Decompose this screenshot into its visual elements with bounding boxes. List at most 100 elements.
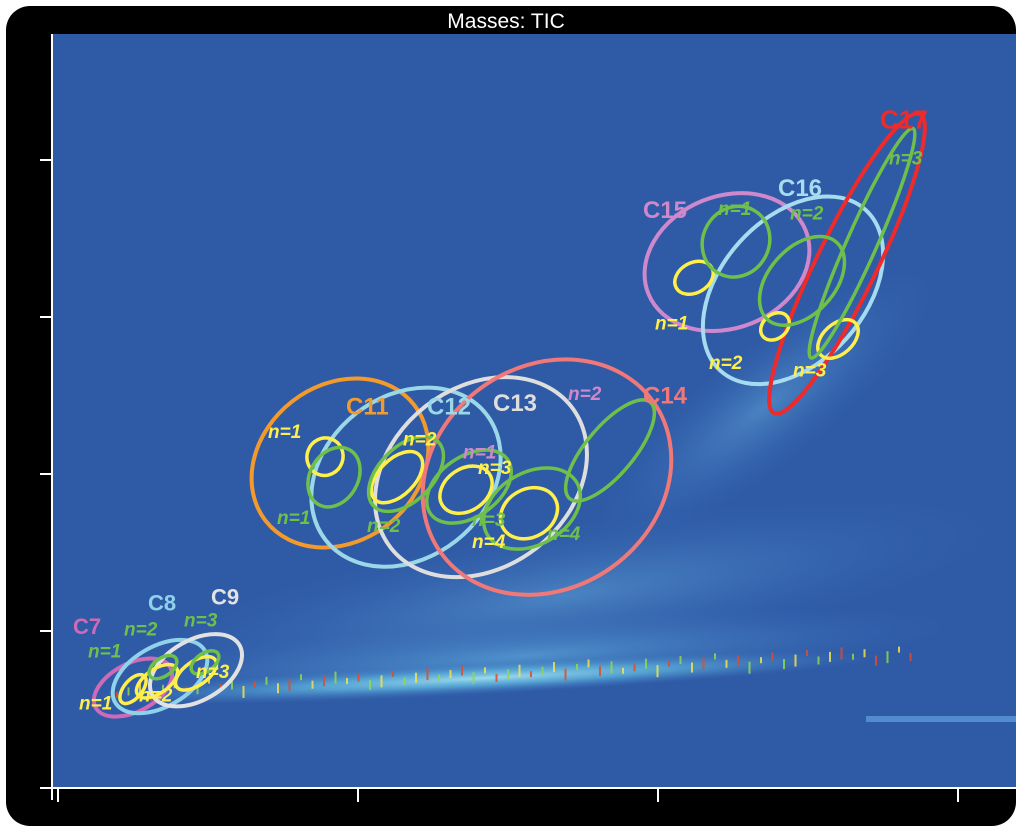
carbon-number-label: n=2: [367, 516, 401, 537]
peak-mark: [829, 651, 831, 662]
peak-mark: [852, 653, 854, 660]
carbon-number-label: n=1: [718, 199, 751, 220]
peak-mark: [265, 676, 268, 685]
carbon-number-label: n=2: [139, 686, 173, 707]
inner-contour: [757, 234, 847, 328]
peak-mark: [599, 665, 601, 676]
peak-mark: [702, 657, 705, 670]
peak-mark: [898, 646, 900, 653]
carbon-number-label: n=3: [889, 149, 923, 170]
inner-contour: [563, 398, 657, 503]
carbon-number-label: n=3: [472, 510, 506, 531]
peak-mark: [288, 678, 291, 691]
peak-mark: [760, 657, 762, 664]
inner-contour: [173, 654, 219, 692]
inner-contour: [306, 445, 362, 509]
peak-mark: [334, 671, 337, 684]
contour-c14: [420, 357, 674, 597]
inner-contour: [305, 436, 345, 478]
peak-mark: [530, 671, 532, 678]
inner-contour: [816, 317, 860, 361]
peak-mark: [116, 692, 118, 698]
peak-mark: [633, 663, 636, 672]
peak-mark: [484, 667, 486, 674]
upper-band: [596, 268, 936, 544]
contour-c17: [767, 111, 927, 416]
contour-c7: [91, 656, 175, 719]
peak-mark: [518, 664, 521, 677]
peak-mark: [806, 650, 808, 656]
axes: [40, 34, 1016, 800]
peak-mark: [277, 683, 279, 694]
carbon-number-label: n=2: [568, 384, 602, 405]
contour-c13: [373, 375, 589, 580]
group-label-c9: C9: [211, 584, 239, 609]
carbon-number-label: n=1: [655, 314, 688, 335]
peak-mark: [438, 674, 440, 681]
group-label-c14: C14: [643, 382, 688, 409]
peak-mark: [415, 672, 417, 683]
inner-contours: [118, 126, 917, 706]
peak-mark: [231, 679, 233, 690]
peak-mark: [426, 668, 429, 681]
inner-contour: [369, 449, 425, 505]
peak-mark: [472, 671, 475, 684]
baseline-streak: [866, 716, 1016, 722]
peak-mark: [691, 662, 693, 673]
peak-mark: [553, 662, 555, 673]
peak-mark: [748, 661, 751, 674]
peak-mark: [346, 678, 348, 684]
peak-mark: [794, 654, 797, 667]
inner-contour: [366, 434, 446, 514]
carbon-number-label: n=1: [463, 442, 496, 463]
peak-mark: [564, 668, 567, 681]
peak-mark: [392, 670, 394, 677]
peak-mark: [300, 674, 302, 681]
carbon-number-label: n=1: [79, 694, 112, 715]
inner-contour: [807, 126, 917, 360]
peak-mark: [495, 673, 498, 682]
carbon-number-label: n=2: [124, 620, 158, 641]
peak-mark: [875, 655, 877, 666]
peak-mark: [507, 669, 509, 680]
peak-mark: [725, 659, 728, 668]
peak-mark: [622, 667, 624, 674]
peak-mark: [461, 665, 463, 676]
peak-mark: [208, 677, 210, 684]
carbon-number-label: n=3: [478, 458, 512, 479]
peak-mark: [909, 653, 912, 662]
inner-contour: [147, 653, 179, 681]
peak-mark: [449, 670, 452, 679]
carbon-number-label: n=2: [403, 430, 437, 451]
contour-c12: [309, 385, 503, 569]
inner-contour: [498, 485, 560, 541]
group-label-c16: C16: [778, 175, 822, 202]
peak-mark: [656, 665, 659, 678]
peak-mark: [403, 677, 406, 686]
inner-contour: [189, 649, 221, 676]
peak-mark: [610, 661, 613, 674]
peak-mark: [679, 656, 682, 665]
peak-mark: [541, 666, 544, 675]
peak-mark: [668, 660, 670, 667]
contour-c16: [700, 194, 886, 387]
peak-mark: [771, 652, 774, 661]
inner-contour: [481, 466, 583, 551]
contour-c11: [249, 376, 431, 550]
peak-mark: [127, 687, 130, 696]
peak-mark: [840, 647, 843, 660]
carbon-number-label: n=4: [547, 524, 581, 545]
axis-ticks: [40, 159, 959, 802]
group-label-c7: C7: [73, 614, 101, 639]
peak-mark: [645, 658, 647, 669]
peak-mark: [863, 649, 866, 658]
peak-mark: [369, 679, 371, 690]
main-band-core: [86, 651, 886, 705]
carbon-number-label: n=2: [709, 353, 743, 374]
group-label-c15: C15: [643, 197, 687, 224]
peak-mark: [380, 675, 383, 688]
peak-mark: [323, 676, 325, 687]
carbon-number-label: n=2: [790, 204, 824, 225]
